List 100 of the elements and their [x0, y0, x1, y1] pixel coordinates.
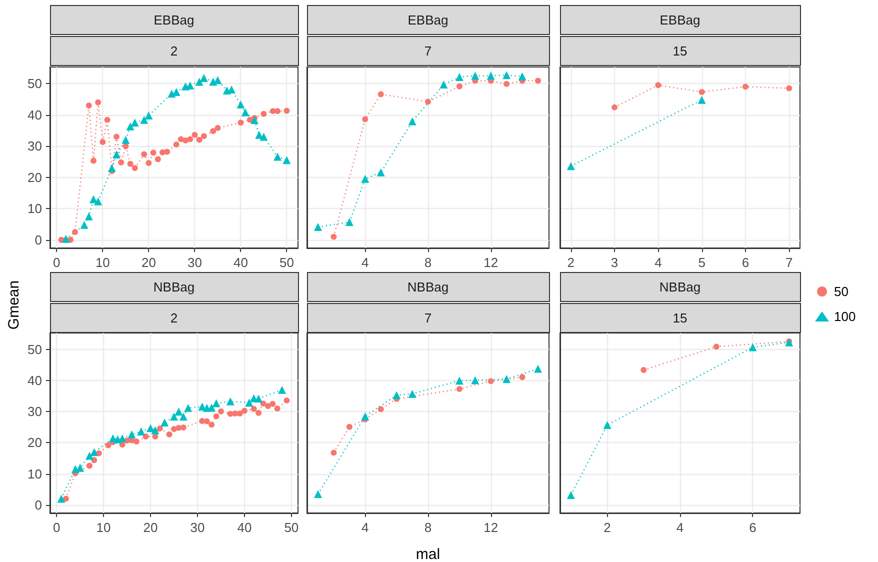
point — [236, 100, 245, 109]
y-tick-label: 30 — [28, 138, 42, 154]
y-tick-label: 20 — [28, 435, 42, 450]
point — [156, 425, 163, 432]
point — [713, 344, 720, 350]
point — [456, 83, 462, 90]
point — [502, 71, 511, 80]
y-tick-label: 30 — [28, 404, 42, 420]
point — [150, 150, 156, 156]
point — [698, 89, 705, 96]
x-tick-label: 0 — [53, 255, 60, 270]
point — [213, 413, 220, 420]
x-axis-title: mal — [416, 546, 440, 562]
x-tick-label: 10 — [96, 520, 111, 535]
point — [238, 120, 244, 126]
y-tick-label: 10 — [28, 466, 42, 482]
x-tick-label: 12 — [484, 255, 498, 270]
point — [86, 102, 92, 108]
point — [160, 418, 169, 427]
x-tick-label: 50 — [279, 255, 294, 270]
point — [376, 168, 385, 176]
x-tick-label: 20 — [143, 520, 158, 535]
point — [361, 412, 370, 420]
point — [245, 398, 254, 407]
x-tick-label: 2 — [604, 520, 611, 535]
chart-title: NBBag — [659, 280, 701, 294]
point — [345, 218, 354, 226]
point — [133, 438, 140, 444]
point — [84, 212, 93, 220]
x-tick-label: 4 — [676, 520, 684, 535]
point — [640, 366, 647, 373]
point — [241, 108, 250, 116]
y-axis-title: Gmean — [6, 280, 22, 330]
point — [236, 410, 243, 417]
point — [241, 408, 248, 414]
point — [361, 174, 370, 183]
x-tick-label: 5 — [698, 255, 706, 270]
point — [80, 220, 88, 229]
chart-subtitle: 15 — [672, 310, 688, 326]
point — [603, 421, 612, 430]
point — [274, 152, 282, 161]
point — [471, 72, 480, 80]
point — [146, 160, 152, 166]
x-tick-label: 30 — [190, 520, 205, 535]
point — [200, 133, 207, 140]
point — [256, 410, 262, 416]
point — [90, 158, 96, 164]
point — [200, 74, 208, 82]
point — [105, 442, 112, 448]
point — [130, 118, 139, 127]
point — [132, 164, 138, 171]
point — [748, 343, 757, 352]
point — [260, 132, 268, 141]
y-tick-label: 40 — [28, 373, 42, 388]
x-tick-label: 40 — [237, 520, 252, 535]
point — [85, 452, 94, 460]
point — [208, 404, 216, 412]
point — [504, 80, 510, 87]
x-tick-label: 2 — [567, 255, 575, 270]
point — [408, 117, 416, 126]
point — [254, 394, 263, 403]
point — [392, 391, 401, 400]
point — [100, 139, 106, 146]
point — [95, 99, 102, 106]
point — [488, 378, 494, 384]
point — [76, 464, 84, 472]
point — [264, 403, 271, 410]
point — [137, 428, 146, 436]
chart-title: NBBag — [407, 280, 449, 294]
point — [112, 150, 120, 159]
chart-title: EBBag — [408, 12, 448, 28]
point — [284, 397, 290, 404]
point — [144, 111, 153, 120]
point — [141, 151, 148, 158]
point — [86, 462, 92, 469]
x-tick-label: 4 — [654, 255, 662, 270]
y-tick-label: 0 — [34, 232, 42, 248]
point — [655, 82, 662, 88]
point — [142, 434, 149, 440]
x-tick-label: 20 — [141, 255, 156, 270]
point — [214, 124, 221, 131]
x-tick-label: 4 — [362, 520, 369, 535]
point — [786, 85, 792, 92]
legend-label: 100 — [834, 309, 856, 324]
x-tick-label: 4 — [362, 255, 369, 270]
point — [250, 116, 259, 124]
x-tick-label: 8 — [424, 520, 432, 535]
chart-title: EBBag — [660, 12, 700, 28]
point — [212, 399, 220, 408]
chart-subtitle: 7 — [424, 310, 432, 326]
point — [113, 134, 120, 140]
point — [126, 122, 134, 130]
point — [57, 494, 66, 503]
point — [330, 450, 337, 456]
point — [192, 132, 198, 138]
point — [151, 426, 160, 434]
point — [250, 406, 257, 412]
x-tick-label: 10 — [95, 255, 110, 270]
chart-subtitle: 7 — [424, 44, 432, 58]
point — [362, 116, 368, 122]
